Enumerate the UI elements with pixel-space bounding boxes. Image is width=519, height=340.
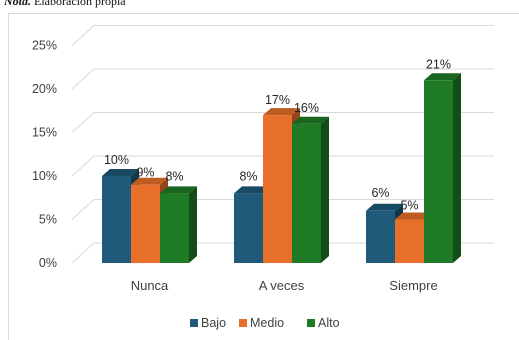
data-label: 21% bbox=[426, 57, 451, 71]
data-label: 10% bbox=[104, 153, 129, 167]
figure-note: Nota. Elaboración propia bbox=[4, 0, 126, 9]
gridline bbox=[71, 155, 494, 177]
bar-alto-2 bbox=[424, 73, 461, 263]
data-label: 8% bbox=[165, 169, 183, 183]
data-label: 9% bbox=[136, 166, 154, 180]
x-category-label: Nunca bbox=[131, 278, 169, 293]
data-label: 5% bbox=[400, 199, 418, 213]
legend-swatch bbox=[190, 319, 198, 327]
bar-alto-0 bbox=[160, 186, 197, 263]
x-category-label: A veces bbox=[259, 278, 305, 293]
y-tick-label: 15% bbox=[32, 126, 57, 140]
data-label: 16% bbox=[294, 101, 319, 115]
bar-alto-1 bbox=[292, 116, 329, 263]
y-tick-label: 5% bbox=[39, 213, 57, 227]
legend: Bajo Medio Alto bbox=[190, 316, 340, 330]
bars bbox=[102, 73, 461, 263]
y-tick-label: 10% bbox=[32, 169, 57, 183]
legend-label: Alto bbox=[318, 316, 340, 330]
gridline bbox=[71, 25, 494, 46]
y-tick-label: 0% bbox=[39, 256, 57, 270]
gridline bbox=[71, 242, 494, 264]
gridline bbox=[71, 199, 494, 220]
data-label: 6% bbox=[371, 186, 389, 200]
data-label: 8% bbox=[239, 169, 257, 183]
data-label: 17% bbox=[265, 93, 290, 107]
note-label: Nota. bbox=[4, 0, 31, 8]
data-labels: 10% 9% 8% 8% 17% 16% 6% 5% 21% bbox=[104, 57, 451, 212]
x-category-label: Siempre bbox=[389, 278, 437, 293]
gridline bbox=[71, 68, 494, 90]
y-axis-ticks: 0% 5% 10% 15% 20% 25% bbox=[32, 39, 57, 271]
x-axis-categories: Nunca A veces Siempre bbox=[131, 278, 438, 293]
chart-frame bbox=[8, 13, 519, 340]
y-tick-label: 25% bbox=[32, 39, 57, 53]
y-tick-label: 20% bbox=[32, 82, 57, 96]
gridline bbox=[71, 112, 494, 133]
legend-swatch bbox=[307, 319, 315, 327]
legend-label: Bajo bbox=[201, 316, 226, 330]
note-text: Elaboración propia bbox=[34, 0, 126, 8]
gridlines bbox=[71, 25, 494, 264]
legend-swatch bbox=[239, 319, 247, 327]
legend-label: Medio bbox=[250, 316, 284, 330]
